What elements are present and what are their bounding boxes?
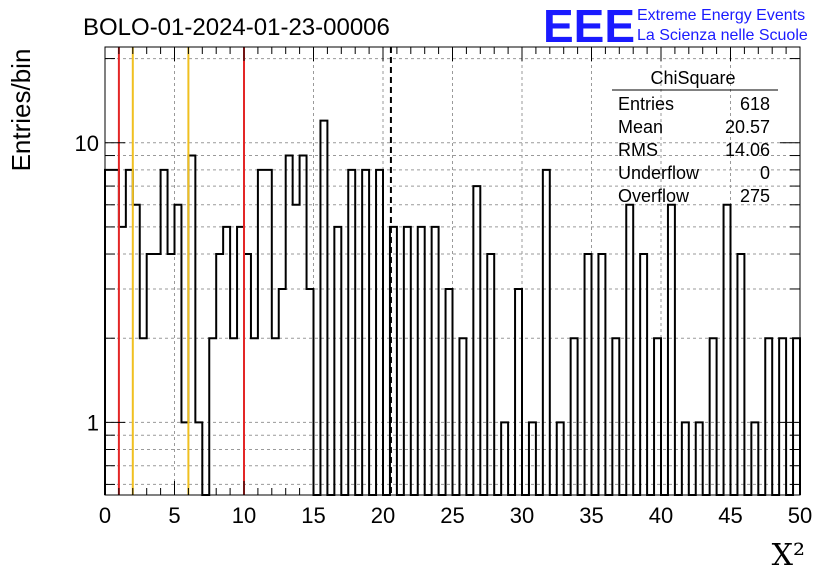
y-tick-label: 10 [75,131,99,156]
stats-label: Entries [618,94,674,114]
histogram-bin [168,254,175,495]
histogram-bin [654,338,661,495]
x-tick-label: 0 [99,503,111,528]
stats-value: 0 [760,163,770,183]
x-tick-label: 45 [718,503,742,528]
histogram-bin [230,338,237,495]
histogram-bin [105,170,112,495]
histogram-bin [793,338,800,495]
histogram-bin [487,254,494,495]
stats-value: 275 [740,186,770,206]
stats-label: Overflow [618,186,690,206]
histogram-bin [300,156,307,495]
stats-value: 20.57 [725,117,770,137]
x-tick-label: 10 [232,503,256,528]
histogram-bin [724,205,731,495]
histogram-bin [119,227,126,495]
x-tick-label: 50 [788,503,812,528]
histogram-bin [779,338,786,495]
x-tick-label: 5 [168,503,180,528]
histogram-bin [265,170,272,495]
histogram-bin [459,338,466,495]
histogram-bin [286,156,293,495]
stats-label: RMS [618,140,658,160]
eee-logo-text: EEE [543,0,635,52]
histogram-bin [126,170,133,495]
histogram-bin [473,186,480,495]
histogram-bin [348,170,355,495]
brand-line-1: Extreme Energy Events [637,7,805,24]
x-tick-label: 15 [301,503,325,528]
histogram-bin [293,205,300,495]
histogram-bin [612,338,619,495]
histogram-bin [272,338,279,495]
histogram-bin [585,254,592,495]
histogram-bin [161,170,168,495]
histogram-bin [710,338,717,495]
histogram-bin [112,170,119,495]
histogram-bin [320,121,327,495]
histogram-bin [446,289,453,495]
histogram-bin [418,227,425,495]
histogram-bin [175,205,182,495]
brand-line-2: La Scienza nelle Scuole [637,27,808,44]
histogram-bin [362,170,369,495]
stats-label: Underflow [618,163,700,183]
plot-frame [104,46,801,496]
histogram-bin [404,227,411,495]
histogram-bin [154,254,161,495]
histogram-bin [133,205,140,495]
histogram-bin [543,170,550,495]
histogram-bin [571,338,578,495]
histogram-bin [668,205,675,495]
x-tick-label: 35 [579,503,603,528]
stats-title: ChiSquare [650,68,735,88]
histogram-bin [515,289,522,495]
histogram-bin [209,338,216,495]
x-axis: 0 5 10 15 20 25 30 35 40 45 50 [99,47,812,528]
stats-label: Mean [618,117,663,137]
histogram-bin [640,254,647,495]
histogram-bin [737,254,744,495]
histogram-bin [307,289,314,495]
histogram-bin [216,254,223,495]
x-tick-label: 20 [371,503,395,528]
reference-lines [117,47,392,495]
histogram-bin [140,338,147,495]
histogram-bin [223,227,230,495]
histogram-bin [765,338,772,495]
stats-box: ChiSquare Entries 618 Mean 20.57 RMS 14.06 Und… [612,68,778,206]
histogram-bin [147,254,154,495]
histogram-bin [334,227,341,495]
x-tick-label: 30 [510,503,534,528]
histogram-bin [598,254,605,495]
stats-rows: Entries 618 Mean 20.57 RMS 14.06 Underflow 0 Ove… [618,94,770,206]
histogram-bin [244,254,251,495]
plot-area: 0 5 10 15 20 25 30 35 40 45 50 1 10 [75,46,812,528]
chart-title: BOLO-01-2024-01-23-00006 [83,14,390,41]
histogram-bin [188,156,195,495]
grid [105,47,800,495]
y-axis: 1 10 [75,58,800,485]
histogram-bin [432,227,439,495]
histogram-bin [279,289,286,495]
histogram-bin [376,170,383,495]
stats-value: 618 [740,94,770,114]
y-tick-label: 1 [87,410,99,435]
stats-value: 14.06 [725,140,770,160]
y-axis-label: Entries/bin [6,49,36,172]
x-tick-label: 25 [440,503,464,528]
x-axis-label: X² [772,538,805,572]
x-tick-label: 40 [649,503,673,528]
histogram-bin [258,170,265,495]
histogram-bin [251,338,258,495]
histogram-bin [626,205,633,495]
eee-logo: EEE Extreme Energy Events La Scienza nel… [543,0,808,52]
histogram-bin [237,227,244,495]
